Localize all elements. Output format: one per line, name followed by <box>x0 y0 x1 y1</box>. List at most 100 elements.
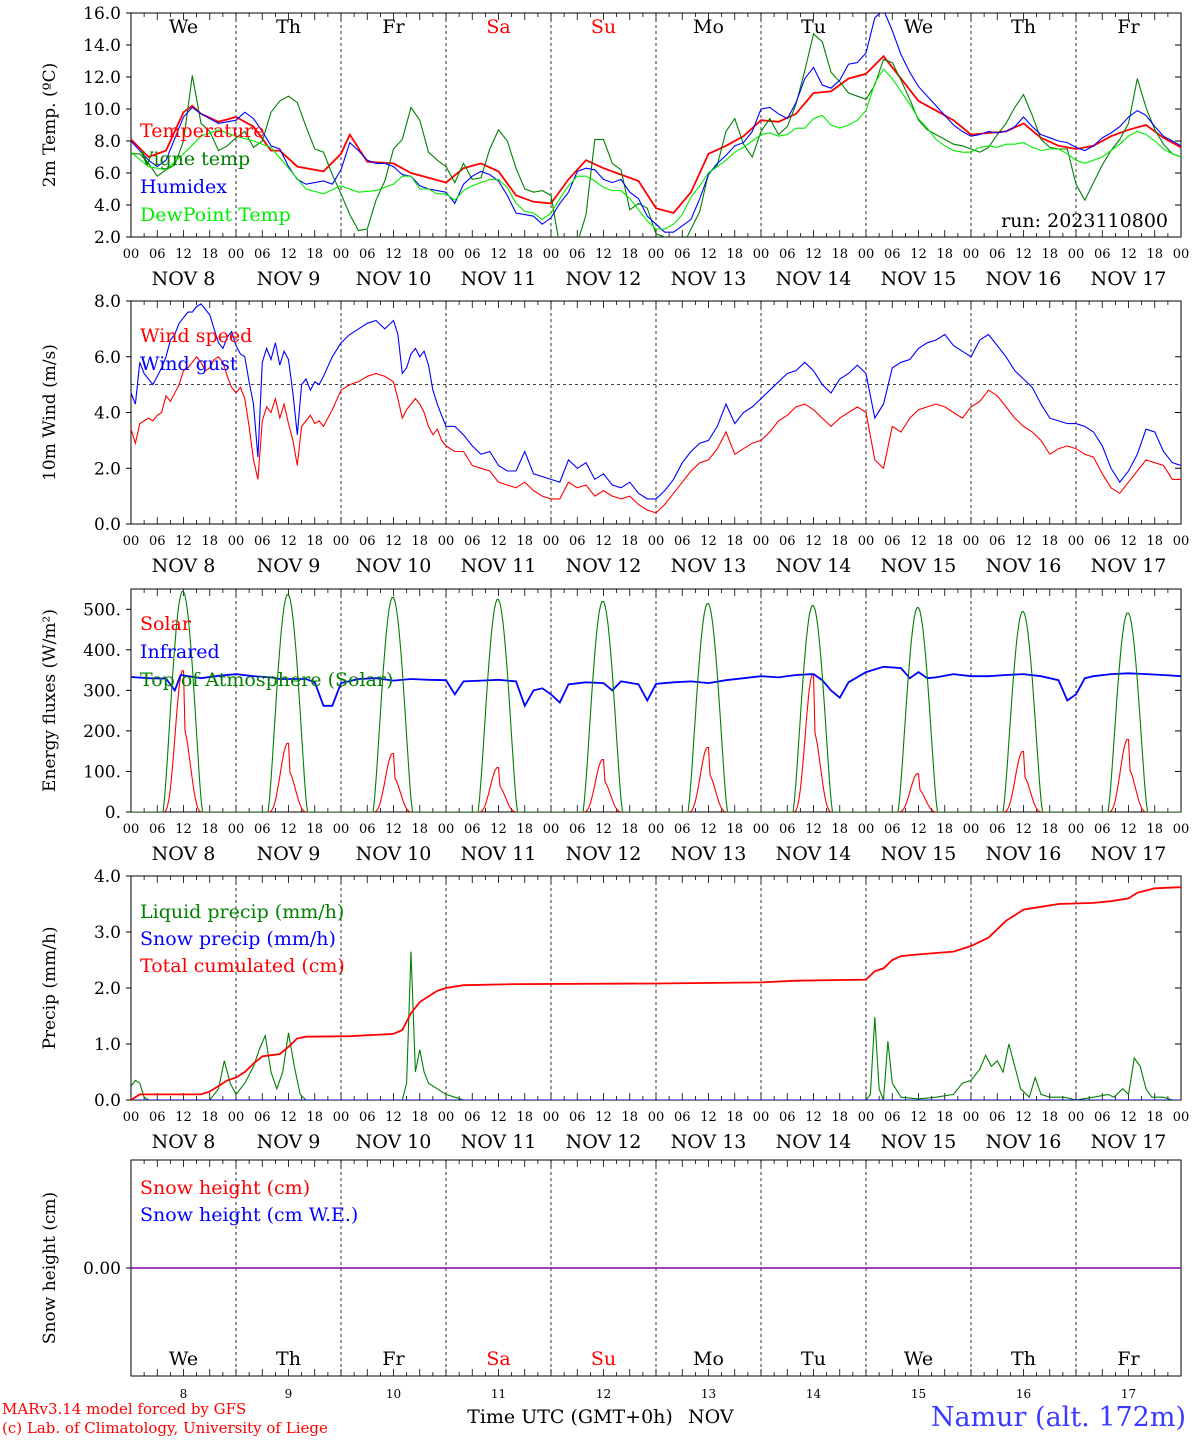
temp-hour-label: 12 <box>385 247 402 262</box>
wind-y-tick-label: 2.0 <box>94 459 121 479</box>
temp-date-label: NOV 15 <box>881 268 957 290</box>
wind-hour-label: 00 <box>1173 534 1190 549</box>
temp-hour-label: 12 <box>700 247 717 262</box>
energy-hour-label: 12 <box>700 822 717 837</box>
precip-legend-entry: Snow precip (mm/h) <box>140 928 336 950</box>
temp-hour-label: 00 <box>1173 247 1190 262</box>
wind-y-tick-label: 4.0 <box>94 404 121 424</box>
precip-date-label: NOV 13 <box>671 1131 747 1153</box>
temp-hour-label: 00 <box>648 247 665 262</box>
energy-date-label: NOV 16 <box>986 843 1062 865</box>
precip-hour-label: 06 <box>884 1110 901 1125</box>
energy-y-tick-label: 100. <box>83 762 121 782</box>
temp-y-tick-label: 2.0 <box>94 228 121 248</box>
energy-date-label: NOV 11 <box>461 843 537 865</box>
energy-hour-label: 12 <box>175 822 192 837</box>
precip-date-label: NOV 8 <box>152 1131 216 1153</box>
wind-panel: 0.0 2.0 4.0 6.0 8.0 10m Wind (m/s) Wind speed W… <box>40 292 1189 577</box>
wind-hour-label: 18 <box>1041 534 1058 549</box>
wind-hour-label: 00 <box>543 534 560 549</box>
energy-y-axis-label: Energy fluxes (W/m²) <box>40 609 60 792</box>
energy-date-label: NOV 17 <box>1091 843 1167 865</box>
precip-hour-label: 12 <box>280 1110 297 1125</box>
x-axis-month-label: NOV <box>688 1406 734 1428</box>
temp-series-vigne-temp <box>131 32 1181 237</box>
wind-date-label: NOV 14 <box>776 555 852 577</box>
wind-hour-label: 00 <box>963 534 980 549</box>
wind-hour-label: 18 <box>936 534 953 549</box>
temp-y-tick-label: 10.0 <box>83 100 121 120</box>
temp-legend-entry: DewPoint Temp <box>140 204 291 226</box>
energy-hour-label: 18 <box>621 822 638 837</box>
energy-date-label: NOV 12 <box>566 843 642 865</box>
energy-hour-label: 06 <box>779 822 796 837</box>
wind-hour-label: 12 <box>280 534 297 549</box>
wind-hour-label: 18 <box>1146 534 1163 549</box>
energy-hour-label: 06 <box>569 822 586 837</box>
precip-hour-label: 18 <box>411 1110 428 1125</box>
temp-date-label: NOV 10 <box>356 268 432 290</box>
temp-hour-label: 18 <box>621 247 638 262</box>
energy-frame <box>130 588 1182 813</box>
precip-hour-label: 18 <box>1146 1110 1163 1125</box>
temp-hour-label: 06 <box>464 247 481 262</box>
precip-hour-label: 00 <box>123 1110 140 1125</box>
temp-hour-label: 00 <box>1068 247 1085 262</box>
precip-y-axis-label: Precip (mm/h) <box>40 926 60 1049</box>
energy-hour-label: 12 <box>1120 822 1137 837</box>
snow-legend-entry: Snow height (cm W.E.) <box>140 1204 358 1226</box>
snow-y-axis-label: Snow height (cm) <box>40 1192 60 1344</box>
wind-hour-label: 06 <box>1094 534 1111 549</box>
temp-hour-label: 00 <box>753 247 770 262</box>
day-name-label: Su <box>591 16 616 38</box>
wind-hour-label: 06 <box>884 534 901 549</box>
temp-hour-label: 06 <box>149 247 166 262</box>
bottom-day-name-label: Mo <box>693 1348 724 1370</box>
wind-date-label: NOV 8 <box>152 555 216 577</box>
temp-hour-label: 06 <box>884 247 901 262</box>
wind-hour-label: 18 <box>516 534 533 549</box>
energy-date-label: NOV 15 <box>881 843 957 865</box>
energy-hour-label: 00 <box>438 822 455 837</box>
temp-hour-label: 18 <box>936 247 953 262</box>
energy-legend-entry: Solar <box>140 613 192 635</box>
x-axis-title: Time UTC (GMT+0h) <box>467 1406 673 1428</box>
precip-date-label: NOV 15 <box>881 1131 957 1153</box>
energy-hour-label: 06 <box>989 822 1006 837</box>
energy-hour-label: 06 <box>149 822 166 837</box>
snow-legend-entry: Snow height (cm) <box>140 1177 310 1199</box>
energy-date-label: NOV 9 <box>257 843 321 865</box>
energy-hour-label: 00 <box>1173 822 1190 837</box>
temp-hour-label: 18 <box>726 247 743 262</box>
wind-hour-label: 06 <box>464 534 481 549</box>
wind-hour-label: 00 <box>1068 534 1085 549</box>
energy-hour-label: 06 <box>254 822 271 837</box>
precip-hour-label: 18 <box>1041 1110 1058 1125</box>
temp-hour-label: 06 <box>674 247 691 262</box>
day-number-label: 11 <box>491 1387 506 1401</box>
energy-hour-label: 06 <box>674 822 691 837</box>
temp-hour-label: 00 <box>123 247 140 262</box>
precip-hour-label: 00 <box>1173 1110 1190 1125</box>
bottom-day-name-label: Su <box>591 1348 616 1370</box>
credit-line-1: MARv3.14 model forced by GFS <box>2 1400 247 1418</box>
energy-hour-label: 18 <box>1041 822 1058 837</box>
precip-hour-label: 00 <box>1068 1110 1085 1125</box>
precip-hour-label: 00 <box>753 1110 770 1125</box>
temp-hour-label: 00 <box>228 247 245 262</box>
temp-hour-label: 18 <box>306 247 323 262</box>
precip-y-tick-label: 0.0 <box>94 1091 121 1111</box>
precip-hour-label: 12 <box>805 1110 822 1125</box>
temp-date-label: NOV 13 <box>671 268 747 290</box>
precip-hour-label: 06 <box>569 1110 586 1125</box>
energy-hour-label: 06 <box>1094 822 1111 837</box>
temp-series-dewpoint-temp <box>131 68 1181 230</box>
wind-series-wind-speed <box>131 355 1181 514</box>
day-number-label: 10 <box>386 1387 401 1401</box>
bottom-day-name-label: Th <box>276 1348 301 1370</box>
wind-y-axis-label: 10m Wind (m/s) <box>40 344 60 481</box>
precip-hour-label: 06 <box>1094 1110 1111 1125</box>
wind-hour-label: 06 <box>674 534 691 549</box>
bottom-day-name-label: Tu <box>801 1348 826 1370</box>
